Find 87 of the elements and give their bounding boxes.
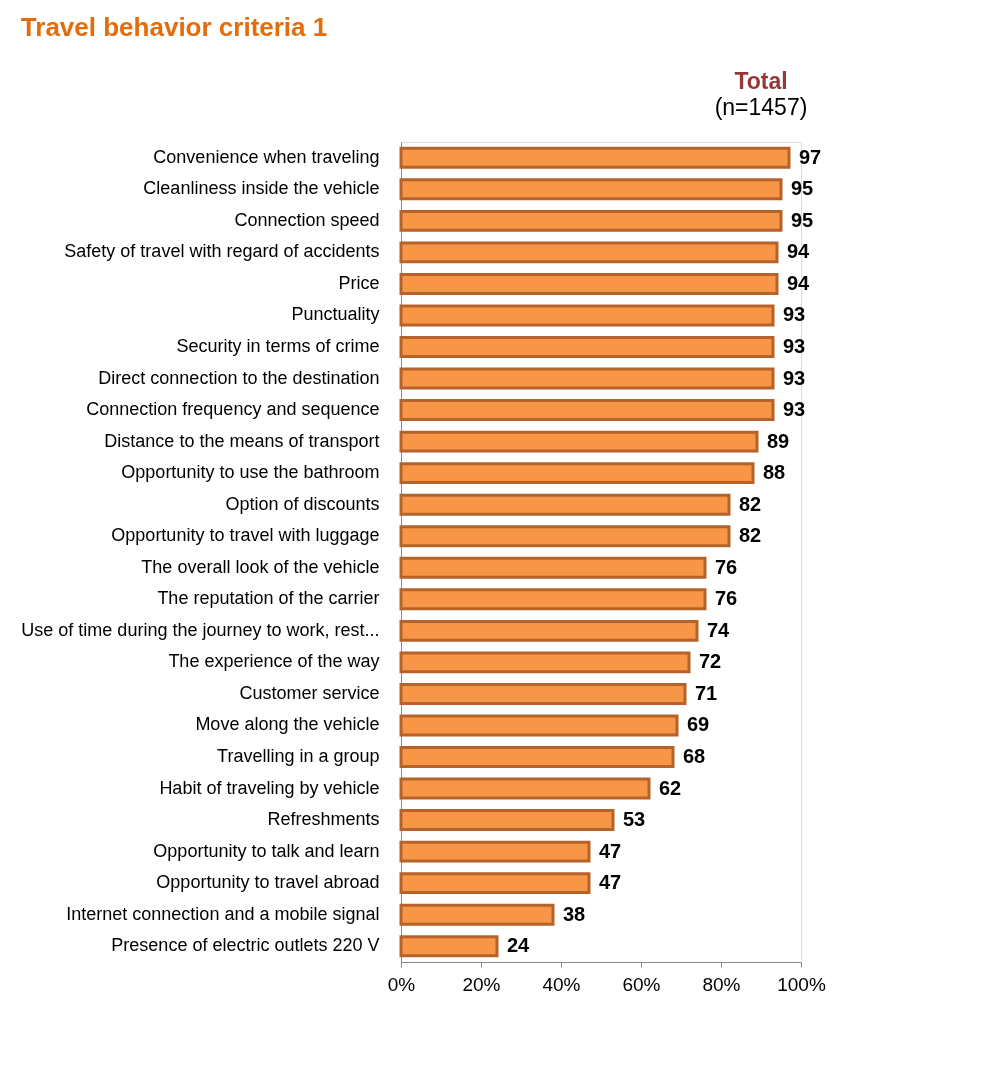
data-label: 71: [695, 681, 718, 704]
y-tick-label: Safety of travel with regard of accidents: [64, 241, 380, 262]
bar: [399, 809, 615, 832]
data-label: 94: [787, 240, 811, 263]
bar: [399, 714, 679, 737]
bar: [399, 209, 783, 232]
y-tick-label: Connection frequency and sequence: [86, 399, 380, 420]
y-tick-label: Direct connection to the destination: [98, 367, 380, 388]
x-tick-label: 40%: [542, 973, 581, 995]
y-tick-label: Punctuality: [291, 304, 380, 325]
data-label: 62: [659, 776, 682, 799]
text: Travel behavior criteria 1: [20, 12, 328, 42]
data-label: 53: [623, 808, 646, 831]
bar: [399, 336, 775, 358]
y-tick-label: Convenience when traveling: [153, 146, 380, 167]
chart-subtitle: Total: [734, 68, 788, 94]
y-tick-label: Travelling in a group: [217, 746, 380, 766]
y-tick-label: Cleanliness inside the vehicle: [143, 178, 380, 199]
x-tick-label: 20%: [462, 973, 501, 995]
data-label: 82: [739, 524, 762, 547]
bar: [399, 367, 775, 390]
y-tick-label: The reputation of the carrier: [157, 588, 380, 609]
bar: [399, 525, 731, 548]
y-tick-label: Price: [338, 272, 380, 293]
y-tick-label: Opportunity to travel abroad: [156, 872, 380, 893]
bar: [399, 304, 775, 327]
data-label: 47: [599, 839, 622, 862]
data-label: 74: [707, 618, 731, 641]
y-tick-label: The experience of the way: [168, 651, 380, 672]
data-label: 72: [699, 650, 722, 673]
y-tick-label: Use of time during the journey to work, rest...: [21, 619, 380, 640]
y-tick-label: Option of discounts: [225, 493, 380, 514]
y-tick-label: Security in terms of crime: [176, 336, 380, 356]
y-tick-label: Opportunity to talk and learn: [153, 840, 380, 861]
y-tick-label: Distance to the means of transport: [104, 430, 380, 451]
bar: [399, 556, 707, 579]
x-tick-label: 0%: [387, 973, 416, 995]
bar: [399, 903, 555, 926]
y-tick-label: Opportunity to travel with luggage: [111, 525, 380, 546]
bar: [399, 682, 687, 705]
data-label: 82: [739, 492, 762, 515]
bar: [399, 493, 731, 516]
bar: [399, 777, 651, 800]
data-label: 93: [783, 303, 806, 326]
bar: [399, 935, 499, 958]
data-label: 95: [791, 208, 814, 231]
bar: [399, 241, 779, 264]
y-tick-label: Customer service: [239, 682, 380, 703]
data-label: 69: [687, 713, 710, 736]
data-label: 94: [787, 271, 811, 294]
bar: [399, 399, 775, 422]
data-label: 95: [791, 177, 814, 200]
y-tick-label: Habit of traveling by vehicle: [159, 777, 380, 798]
x-tick-label: 60%: [622, 973, 661, 995]
bar: [399, 146, 791, 169]
data-label: 68: [683, 745, 706, 767]
bar: [399, 651, 691, 674]
bar: [399, 588, 707, 611]
bar: [399, 430, 759, 453]
data-label: 47: [599, 871, 622, 894]
x-tick-label: 100%: [777, 973, 826, 995]
y-tick-label: Internet connection and a mobile signal: [66, 903, 380, 924]
data-label: 97: [799, 145, 822, 168]
data-label: 38: [563, 902, 586, 925]
data-label: 93: [783, 366, 806, 389]
text: (n=1457): [714, 94, 808, 120]
x-tick-label: 80%: [702, 973, 741, 995]
data-label: 24: [507, 934, 531, 957]
y-tick-label: The overall look of the vehicle: [141, 556, 380, 577]
bar: [399, 272, 779, 295]
data-label: 76: [715, 587, 738, 610]
y-tick-label: Presence of electric outlets 220 V: [111, 935, 380, 956]
y-tick-label: Refreshments: [267, 809, 380, 830]
data-label: 88: [763, 461, 786, 484]
y-tick-label: Opportunity to use the bathroom: [121, 462, 380, 483]
y-tick-label: Move along the vehicle: [195, 714, 380, 735]
data-label: 89: [767, 429, 790, 452]
bar: [399, 462, 755, 485]
bar: [399, 840, 591, 863]
y-tick-label: Connection speed: [234, 209, 380, 230]
bar: [399, 746, 675, 768]
bar: [399, 178, 783, 201]
data-label: 93: [783, 335, 806, 357]
bar: [399, 872, 591, 895]
data-label: 76: [715, 555, 738, 578]
data-label: 93: [783, 398, 806, 421]
bar: [399, 619, 699, 642]
